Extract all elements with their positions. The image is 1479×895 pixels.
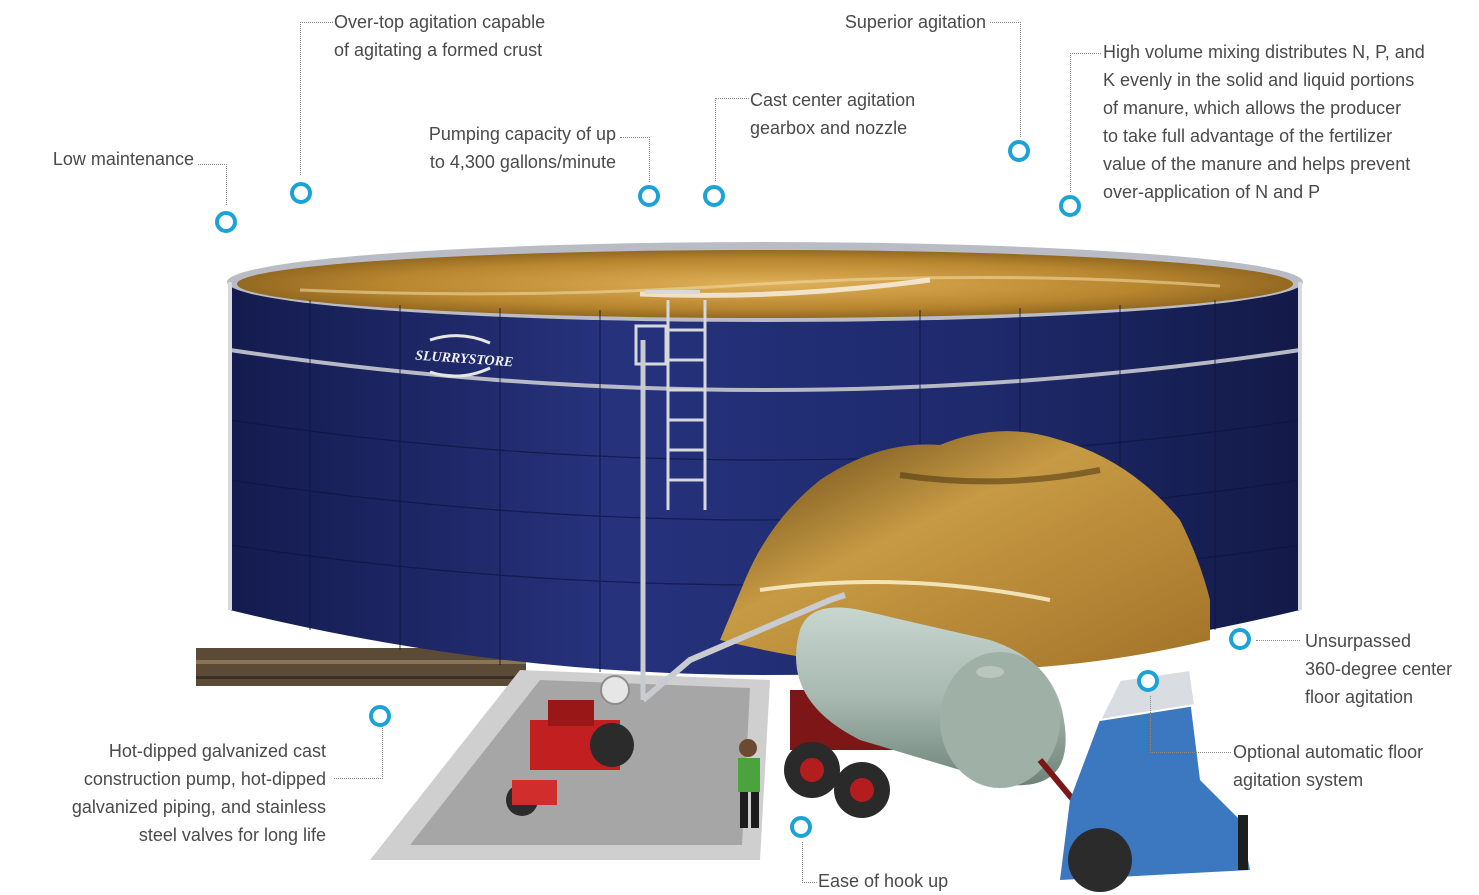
- callout-line: Unsurpassed: [1305, 631, 1412, 651]
- callout-line: 360-degree center: [1305, 659, 1453, 679]
- callout-marker-unsurpassed[interactable]: [1229, 628, 1251, 650]
- callout-marker-over-top[interactable]: [290, 182, 312, 204]
- leader-high-volume: [1070, 53, 1101, 192]
- leader-over-top: [300, 22, 333, 175]
- leader-hot-dipped: [334, 726, 383, 779]
- callout-over-top: Over-top agitation capable of agitating …: [334, 8, 545, 64]
- callout-unsurpassed: Unsurpassed 360-degree center floor agit…: [1305, 627, 1452, 711]
- callout-line: of agitating a formed crust: [334, 40, 543, 60]
- callout-optional: Optional automatic floor agitation syste…: [1233, 738, 1423, 794]
- callout-line: Low maintenance: [52, 149, 194, 169]
- callout-line: Cast center agitation: [750, 90, 916, 110]
- leader-cast-center: [715, 98, 749, 181]
- callout-line: agitation system: [1233, 770, 1364, 790]
- callout-high-volume: High volume mixing distributes N, P, and…: [1103, 38, 1425, 206]
- callout-line: over-application of N and P: [1103, 182, 1321, 202]
- callout-line: of manure, which allows the producer: [1103, 98, 1402, 118]
- slurrystore-logo: SLURRYSTORE: [415, 334, 514, 378]
- callout-line: Over-top agitation capable: [334, 12, 546, 32]
- callout-line: gearbox and nozzle: [750, 118, 908, 138]
- callout-marker-superior[interactable]: [1008, 140, 1030, 162]
- leader-optional: [1150, 696, 1231, 753]
- leader-unsurpassed: [1256, 640, 1300, 641]
- blue-tractor: [1060, 668, 1250, 892]
- callout-line: Superior agitation: [844, 12, 986, 32]
- tanker-trailer: [784, 607, 1093, 822]
- callout-line: to take full advantage of the fertilizer: [1103, 126, 1393, 146]
- leader-pumping: [620, 137, 650, 182]
- leader-superior: [990, 22, 1021, 137]
- callout-line: Ease of hook up: [818, 871, 949, 891]
- tank-ladder: [634, 290, 707, 510]
- callout-line: floor agitation: [1305, 687, 1414, 707]
- callout-marker-pumping[interactable]: [638, 185, 660, 207]
- callout-line: Pumping capacity of up: [428, 124, 616, 144]
- callout-superior: Superior agitation: [790, 8, 986, 36]
- callout-marker-cast-center[interactable]: [703, 185, 725, 207]
- callout-line: Hot-dipped galvanized cast: [108, 741, 326, 761]
- callout-line: steel valves for long life: [138, 825, 326, 845]
- callout-marker-optional[interactable]: [1137, 670, 1159, 692]
- callout-low-maintenance: Low maintenance: [20, 145, 194, 173]
- callout-ease: Ease of hook up: [818, 867, 948, 895]
- callout-line: construction pump, hot-dipped: [83, 769, 326, 789]
- callout-line: value of the manure and helps prevent: [1103, 154, 1411, 174]
- callout-cast-center: Cast center agitation gearbox and nozzle: [750, 86, 915, 142]
- leader-low-maintenance: [198, 164, 227, 205]
- person-figure: [738, 739, 760, 828]
- callout-line: galvanized piping, and stainless: [71, 797, 326, 817]
- callout-line: Optional automatic floor: [1233, 742, 1424, 762]
- callout-line: High volume mixing distributes N, P, and: [1103, 42, 1425, 62]
- red-tractor: [506, 700, 634, 816]
- callout-marker-low-maintenance[interactable]: [215, 211, 237, 233]
- logo-text: SLURRYSTORE: [415, 349, 514, 371]
- callout-marker-hot-dipped[interactable]: [369, 705, 391, 727]
- leader-ease: [802, 842, 817, 883]
- callout-line: to 4,300 gallons/minute: [429, 152, 616, 172]
- callout-hot-dipped: Hot-dipped galvanized cast construction …: [20, 737, 326, 849]
- callout-line: K evenly in the solid and liquid portion…: [1103, 70, 1415, 90]
- callout-pumping: Pumping capacity of up to 4,300 gallons/…: [380, 120, 616, 176]
- callout-marker-high-volume[interactable]: [1059, 195, 1081, 217]
- callout-marker-ease[interactable]: [790, 816, 812, 838]
